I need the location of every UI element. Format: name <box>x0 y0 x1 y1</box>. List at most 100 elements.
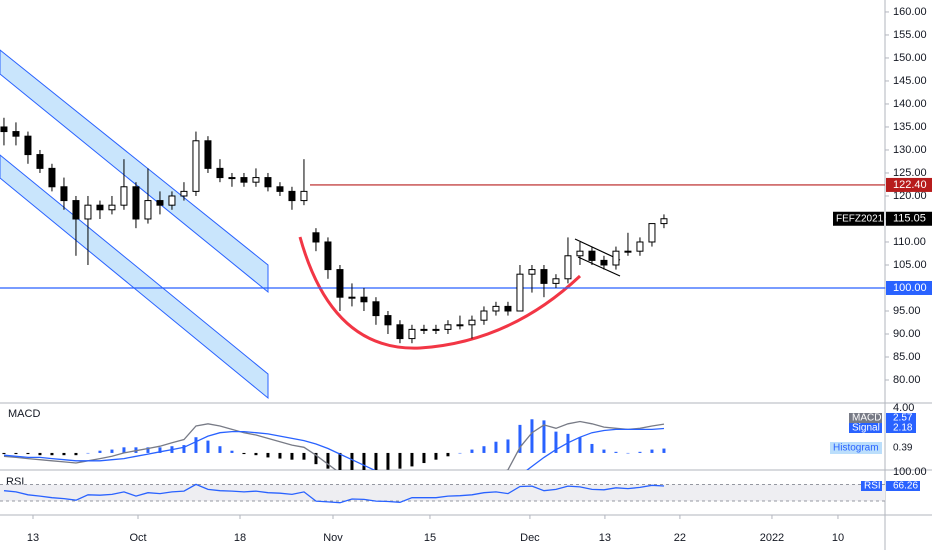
histogram-bar <box>374 452 378 470</box>
histogram-bar <box>98 450 102 453</box>
candle-body <box>624 250 632 253</box>
y-tick-label: 125.00 <box>893 167 927 179</box>
candle-body <box>324 241 332 271</box>
x-tick-label: 15 <box>424 532 436 544</box>
y-tick-label: 130.00 <box>893 144 927 156</box>
histogram-bar <box>638 451 642 453</box>
histogram-bar <box>434 452 438 460</box>
flag-line <box>577 256 621 277</box>
histogram-bar <box>482 446 486 453</box>
candle-body <box>420 328 428 331</box>
candle-body <box>24 135 32 156</box>
y-tick-label: 4.00 <box>893 402 914 414</box>
histogram-bar <box>242 452 246 455</box>
candle-body <box>660 218 668 225</box>
histogram-bar <box>278 452 282 459</box>
histogram-bar <box>206 440 210 453</box>
candle-body <box>612 250 620 266</box>
legend-value: 2.18 <box>893 423 913 434</box>
histogram-bar <box>26 452 30 455</box>
level-tag <box>886 280 932 295</box>
histogram-bar <box>530 419 534 453</box>
y-tick-label: 105.00 <box>893 259 927 271</box>
candle-body <box>456 324 464 327</box>
histogram-bar <box>518 424 522 453</box>
histogram-bar <box>590 443 594 453</box>
histogram-bar <box>302 452 306 460</box>
histogram-bar <box>74 452 78 456</box>
y-tick-label: 150.00 <box>893 52 927 64</box>
candle-body <box>108 204 116 211</box>
histogram-bar <box>38 452 42 456</box>
histogram-bar <box>494 441 498 453</box>
legend-box <box>849 413 882 423</box>
legend-name: RSI <box>864 481 881 492</box>
candle-body <box>408 328 416 340</box>
histogram-bar <box>446 452 450 457</box>
cup-arc <box>298 236 582 350</box>
candle-body <box>180 190 188 197</box>
legend-box <box>849 423 882 433</box>
histogram-bar <box>650 449 654 453</box>
candle-body <box>600 259 608 266</box>
legend-box <box>830 442 882 454</box>
candle-body <box>204 140 212 169</box>
x-tick-label: Nov <box>323 532 343 544</box>
rsi-band <box>0 484 885 502</box>
legend-value-box <box>886 413 916 423</box>
histogram-bar <box>662 448 666 453</box>
legend-value: 66.26 <box>893 481 918 492</box>
y-tick-label: 135.00 <box>893 121 927 133</box>
candle-body <box>312 232 320 243</box>
candle-body <box>60 186 68 202</box>
histogram-bar <box>614 451 618 453</box>
price-tag <box>886 211 932 226</box>
candle-body <box>168 195 176 206</box>
y-tick-label: 110.00 <box>893 236 926 248</box>
pane <box>2 419 666 470</box>
candle-body <box>156 200 164 206</box>
histogram-bar <box>182 445 186 453</box>
histogram-bar <box>470 449 474 453</box>
legend-value: 2.57 <box>893 413 913 424</box>
histogram-bar <box>458 452 462 454</box>
candle-body <box>492 305 500 312</box>
candle-body <box>36 154 44 169</box>
candle-body <box>504 305 512 312</box>
histogram-bar <box>266 452 270 458</box>
candle-body <box>432 328 440 331</box>
histogram-bar <box>50 452 54 456</box>
candle-body <box>96 204 104 211</box>
x-tick-label: 13 <box>27 532 39 544</box>
candle-body <box>576 250 584 257</box>
y-tick-label: 145.00 <box>893 75 927 87</box>
candle-body <box>372 301 380 317</box>
y-tick-label: 100.00 <box>893 466 927 478</box>
candle-body <box>648 223 656 243</box>
symbol-tag <box>833 211 884 226</box>
macd-line <box>3 420 665 470</box>
x-tick-label: 2022 <box>760 532 784 544</box>
histogram-bar <box>110 449 114 453</box>
histogram-bar <box>14 452 18 455</box>
candle-body <box>444 324 452 330</box>
histogram-bar <box>386 452 390 470</box>
histogram-bar <box>146 447 150 453</box>
candle-body <box>84 204 92 220</box>
candle-body <box>528 269 536 275</box>
macd-line <box>3 427 665 470</box>
candle-body <box>276 186 284 192</box>
candle-body <box>540 269 548 284</box>
candle-body <box>360 296 368 303</box>
candle-body <box>120 186 128 206</box>
symbol-tag-label: FEFZ2021 <box>836 213 884 224</box>
candle-body <box>132 186 140 220</box>
candle-body <box>636 241 644 252</box>
legend-name: Histogram <box>833 443 879 454</box>
y-tick-label: 90.00 <box>893 328 921 340</box>
histogram-bar <box>338 452 342 470</box>
legend-name: MACD <box>852 413 881 424</box>
candle-body <box>228 177 236 180</box>
